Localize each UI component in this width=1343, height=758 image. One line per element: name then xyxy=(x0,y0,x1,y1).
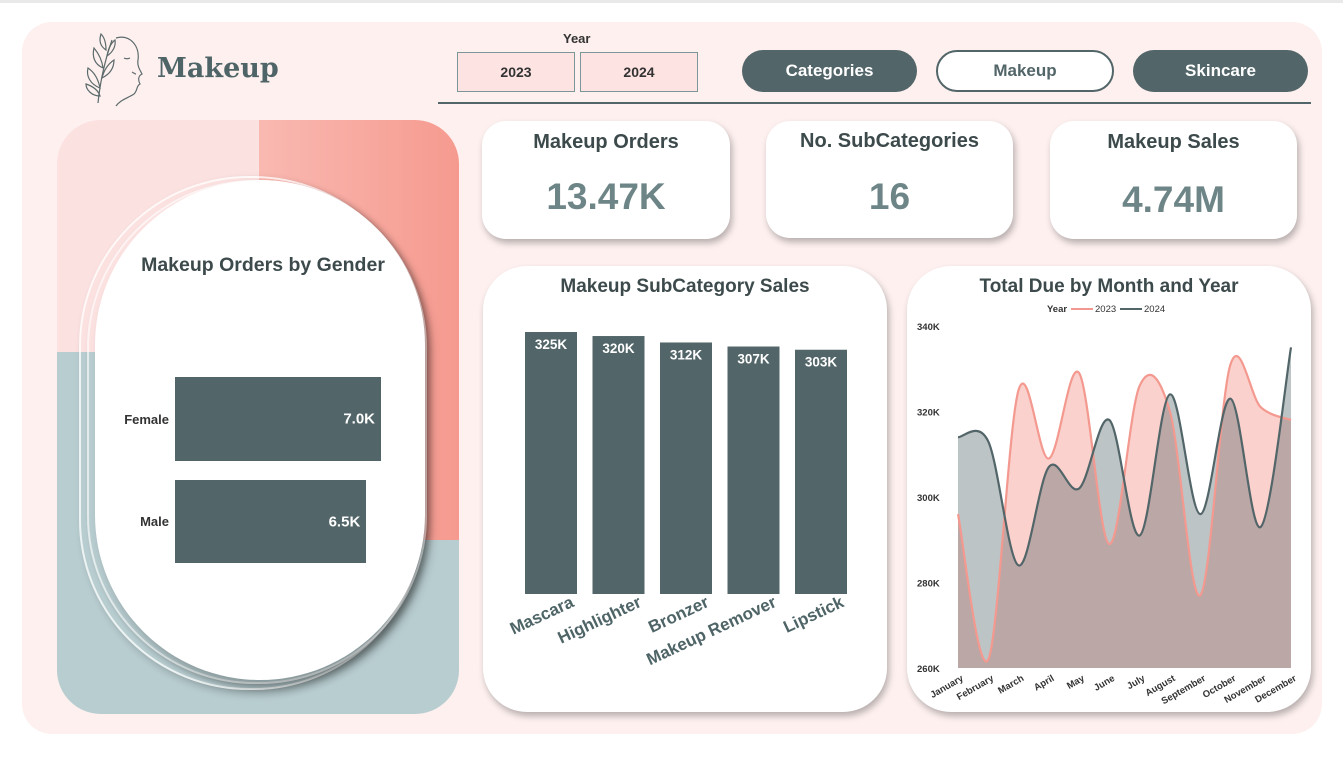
gender-bar-male[interactable]: 6.5K xyxy=(175,480,367,563)
data-label: 312K xyxy=(670,347,703,362)
total-due-card: Total Due by Month and Year 340K 320K 300K… xyxy=(907,266,1311,712)
x-tick-label: May xyxy=(1065,673,1087,692)
categories-nav-button[interactable]: Categories xyxy=(742,50,917,92)
kpi-title: Makeup Orders xyxy=(533,131,679,153)
x-tick-label: June xyxy=(1092,673,1117,694)
year-2024-button[interactable]: 2024 xyxy=(580,52,698,92)
legend-item-label[interactable]: 2024 xyxy=(1144,304,1165,315)
data-label: 320K xyxy=(602,341,635,356)
subcategory-bar[interactable] xyxy=(795,349,847,594)
face-leaf-logo-icon xyxy=(85,32,143,107)
year-filter-label: Year xyxy=(563,31,591,46)
skincare-nav-button[interactable]: Skincare xyxy=(1133,50,1308,92)
y-tick-label: 260K xyxy=(917,664,940,675)
gender-label-male: Male xyxy=(140,514,169,529)
kpi-card-orders: Makeup Orders 13.47K xyxy=(482,121,730,239)
kpi-card-sales: Makeup Sales 4.74M xyxy=(1050,121,1297,239)
x-tick-label: March xyxy=(996,673,1026,697)
area-series-2023 xyxy=(958,355,1291,668)
header-divider xyxy=(438,102,1311,104)
y-tick-label: 300K xyxy=(917,493,940,504)
data-label: 325K xyxy=(535,337,568,352)
subcategory-bar[interactable] xyxy=(592,336,645,594)
kpi-title: No. SubCategories xyxy=(800,130,979,152)
line-series-2024[interactable] xyxy=(957,347,1293,567)
x-tick-label: Lipstick xyxy=(780,592,847,637)
gender-bar-female[interactable]: 7.0K xyxy=(175,377,381,461)
data-label: 7.0K xyxy=(343,410,375,428)
x-tick-label: April xyxy=(1032,673,1056,693)
subcategory-bar[interactable] xyxy=(525,332,577,594)
y-tick-label: 340K xyxy=(917,322,940,333)
kpi-value: 16 xyxy=(868,176,911,217)
area-chart-title: Total Due by Month and Year xyxy=(979,276,1239,297)
y-tick-label: 280K xyxy=(917,579,940,590)
chart-legend: Year 2023 2024 xyxy=(1047,304,1165,315)
kpi-value: 13.47K xyxy=(546,176,666,217)
subcategory-chart-title: Makeup SubCategory Sales xyxy=(560,276,810,297)
y-tick-label: 320K xyxy=(917,408,940,419)
legend-title: Year xyxy=(1047,304,1067,315)
subcategory-bar[interactable] xyxy=(660,342,712,594)
year-2023-button[interactable]: 2023 xyxy=(457,52,575,92)
kpi-card-subcategories: No. SubCategories 16 xyxy=(766,121,1013,238)
subcategory-bar[interactable] xyxy=(727,346,780,594)
line-series-2023[interactable] xyxy=(956,354,1292,663)
gender-chart-title: Makeup Orders by Gender xyxy=(141,254,385,276)
subcategory-sales-card: Makeup SubCategory Sales 325K Mascara 320K… xyxy=(483,266,887,712)
brand-title: Makeup xyxy=(157,53,279,84)
kpi-value: 4.74M xyxy=(1122,179,1225,220)
area-series-2024 xyxy=(958,347,1291,668)
makeup-nav-button[interactable]: Makeup xyxy=(936,50,1114,92)
gender-label-female: Female xyxy=(124,412,169,427)
data-label: 307K xyxy=(737,352,770,367)
kpi-title: Makeup Sales xyxy=(1107,131,1240,153)
data-label: 303K xyxy=(805,355,838,370)
subcategory-bar-chart: 325KMascara320KHighlighter312KBronzer307… xyxy=(507,332,847,669)
data-label: 6.5K xyxy=(328,513,361,530)
window-top-border xyxy=(0,0,1343,3)
legend-item-label[interactable]: 2023 xyxy=(1095,304,1116,315)
